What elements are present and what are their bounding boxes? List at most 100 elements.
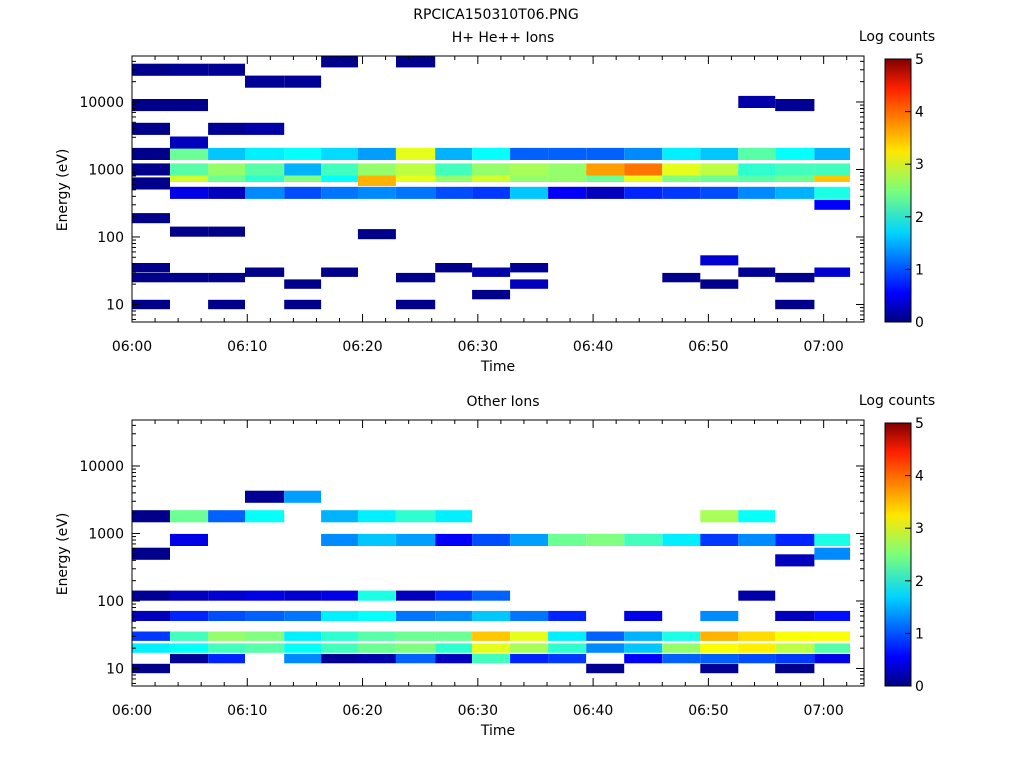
heatmap-cell: [357, 653, 396, 664]
heatmap-cell: [814, 610, 851, 621]
heatmap-cell: [814, 547, 851, 560]
heatmap-cell: [814, 631, 851, 641]
heatmap-cell: [170, 226, 208, 237]
y-tick-label: 100: [97, 594, 124, 610]
heatmap-cell: [700, 255, 739, 266]
heatmap-cell: [662, 631, 701, 641]
heatmap-cell: [208, 272, 245, 283]
heatmap-cell: [662, 147, 701, 160]
heatmap-cell: [662, 163, 701, 176]
colorbar-tick-label: 4: [915, 469, 924, 485]
heatmap-cell: [700, 279, 739, 289]
heatmap-cell: [738, 533, 776, 546]
heatmap-cell: [357, 163, 396, 176]
heatmap-cell: [208, 147, 245, 160]
heatmap-cell: [814, 267, 851, 277]
heatmap-cell: [586, 147, 625, 160]
panel-title: H+ He++ Ions: [452, 30, 555, 46]
heatmap-cell: [132, 147, 170, 160]
heatmap-cell: [775, 663, 815, 674]
heatmap-cell: [321, 56, 358, 68]
heatmap-cell: [814, 163, 851, 176]
heatmap-cell: [775, 299, 815, 310]
heatmap-cell: [245, 267, 285, 277]
y-axis-label: Energy (eV): [55, 149, 71, 232]
heatmap-cell: [624, 643, 663, 653]
heatmap-cell: [170, 533, 208, 546]
heatmap-cell: [662, 533, 701, 546]
heatmap-cell: [396, 610, 436, 621]
heatmap-cell: [321, 147, 358, 160]
heatmap-cell: [208, 63, 245, 76]
colorbar-tick-label: 0: [915, 315, 924, 331]
x-tick-label: 06:10: [227, 339, 267, 355]
x-tick-label: 06:20: [342, 703, 382, 719]
heatmap-cell: [700, 163, 739, 176]
y-tick-label: 100: [97, 230, 124, 246]
x-tick-label: 07:00: [803, 703, 843, 719]
heatmap-cell: [472, 147, 511, 160]
heatmap-cell: [357, 533, 396, 546]
heatmap-cell: [396, 643, 436, 653]
heatmap-cells: [132, 490, 851, 674]
heatmap-cell: [396, 590, 436, 601]
heatmap-cell: [321, 186, 358, 199]
colorbar-tick-label: 5: [915, 52, 924, 68]
heatmap-cell: [624, 533, 663, 546]
heatmap-cell: [738, 163, 776, 176]
heatmap-cell: [170, 653, 208, 664]
heatmap-cell: [132, 631, 170, 641]
heatmap-cell: [814, 147, 851, 160]
heatmap-cell: [738, 95, 776, 108]
heatmap-cell: [775, 533, 815, 546]
x-tick-label: 06:40: [573, 703, 613, 719]
heatmap-cell: [170, 136, 208, 149]
heatmap-cell: [775, 163, 815, 176]
heatmap-cell: [738, 186, 776, 199]
colorbar-label: Log counts: [859, 29, 935, 45]
x-tick-label: 06:10: [227, 703, 267, 719]
heatmap-cell: [208, 186, 245, 199]
heatmap-cell: [284, 610, 322, 621]
heatmap-cell: [814, 186, 851, 199]
heatmap-cell: [132, 213, 170, 224]
y-tick-label: 1000: [88, 526, 124, 542]
heatmap-cell: [624, 631, 663, 641]
heatmap-cell: [738, 147, 776, 160]
heatmap-cell: [245, 186, 285, 199]
heatmap-cell: [208, 653, 245, 664]
heatmap-cell: [700, 186, 739, 199]
heatmap-cell: [586, 663, 625, 674]
heatmap-cell: [510, 533, 549, 546]
heatmap-cell: [435, 590, 473, 601]
heatmap-cell: [472, 610, 511, 621]
heatmap-cell: [132, 643, 170, 653]
heatmap-cell: [435, 631, 473, 641]
heatmap-cell: [170, 186, 208, 199]
heatmap-cell: [284, 279, 322, 289]
heatmap-cell: [357, 186, 396, 199]
heatmap-cell: [700, 663, 739, 674]
heatmap-cell: [357, 610, 396, 621]
heatmap-cell: [472, 590, 511, 601]
heatmap-cell: [170, 643, 208, 653]
heatmap-cell: [321, 653, 358, 664]
heatmap-cell: [814, 643, 851, 653]
heatmap-cell: [510, 186, 549, 199]
heatmap-cell: [814, 533, 851, 546]
heatmap-cell: [775, 272, 815, 283]
heatmap-cell: [132, 99, 170, 112]
heatmap-cell: [662, 186, 701, 199]
heatmap-cell: [510, 653, 549, 664]
heatmap-cell: [321, 533, 358, 546]
x-tick-label: 06:30: [458, 703, 498, 719]
heatmap-cell: [284, 631, 322, 641]
heatmap-cell: [284, 299, 322, 310]
colorbar-tick-label: 1: [915, 262, 924, 278]
heatmap-cell: [170, 631, 208, 641]
heatmap-cell: [738, 590, 776, 601]
heatmap-cell: [132, 299, 170, 310]
colorbar-tick-label: 1: [915, 626, 924, 642]
